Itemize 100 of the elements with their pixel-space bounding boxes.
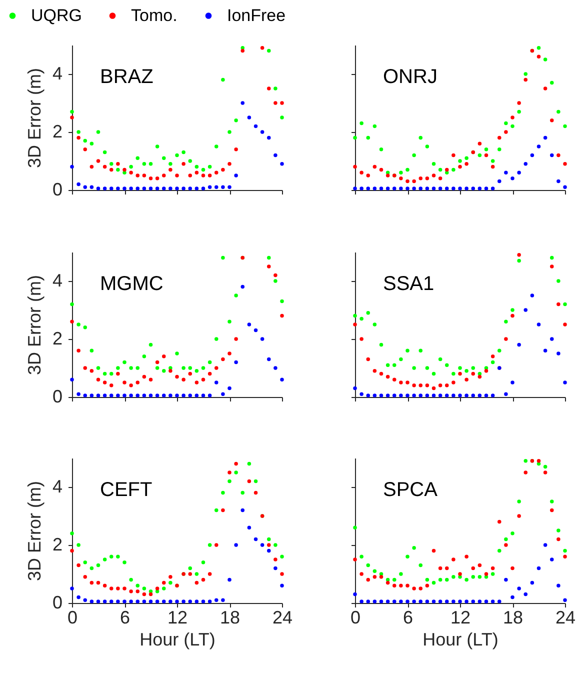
- point: [510, 566, 514, 570]
- point: [458, 572, 462, 576]
- point: [142, 592, 146, 596]
- point: [188, 394, 192, 398]
- point: [406, 380, 410, 384]
- point: [148, 162, 153, 166]
- point: [412, 546, 416, 550]
- point: [399, 380, 403, 384]
- point: [458, 394, 462, 398]
- point: [490, 566, 495, 570]
- point: [188, 372, 192, 376]
- point: [96, 130, 100, 134]
- point: [366, 136, 370, 140]
- point: [182, 366, 186, 370]
- point: [353, 136, 357, 140]
- point: [386, 600, 390, 604]
- point: [490, 186, 495, 190]
- x-tick-label: 6: [120, 608, 130, 628]
- point: [228, 479, 232, 484]
- point: [484, 153, 488, 158]
- point: [458, 366, 462, 370]
- point: [366, 174, 370, 178]
- point: [484, 600, 488, 604]
- point: [517, 514, 521, 518]
- y-tick-label: 0: [52, 180, 62, 200]
- point: [70, 586, 74, 590]
- point: [366, 563, 370, 568]
- point: [90, 566, 94, 570]
- point: [70, 302, 74, 306]
- point: [221, 490, 225, 495]
- point: [536, 54, 541, 58]
- point: [260, 46, 264, 50]
- x-tick-label: 12: [450, 608, 471, 628]
- point: [524, 592, 528, 596]
- point: [366, 186, 370, 190]
- point: [188, 600, 192, 604]
- point: [234, 360, 238, 364]
- point: [122, 394, 126, 398]
- point: [96, 366, 100, 370]
- point: [274, 273, 278, 278]
- point: [490, 164, 495, 169]
- point: [83, 326, 87, 330]
- point: [83, 148, 87, 152]
- point: [550, 256, 554, 260]
- point: [182, 150, 186, 154]
- point: [148, 342, 153, 347]
- point: [543, 543, 548, 547]
- point: [201, 174, 206, 178]
- point: [445, 394, 449, 398]
- point: [280, 101, 284, 105]
- point: [122, 168, 126, 172]
- point: [162, 156, 166, 160]
- point: [471, 394, 475, 398]
- annotation: MGMC: [100, 273, 164, 295]
- point: [155, 366, 160, 370]
- point: [214, 337, 218, 341]
- point: [116, 394, 120, 398]
- point: [498, 148, 502, 152]
- point: [438, 384, 442, 388]
- point: [142, 186, 146, 190]
- point: [445, 363, 449, 367]
- point: [182, 378, 186, 382]
- point: [517, 586, 521, 590]
- point: [406, 584, 410, 588]
- point: [399, 170, 403, 174]
- point: [228, 470, 232, 474]
- point: [96, 378, 100, 382]
- point: [490, 360, 495, 364]
- point: [478, 186, 482, 190]
- point: [406, 394, 410, 398]
- point: [194, 394, 199, 398]
- point: [504, 578, 508, 582]
- point: [379, 342, 384, 347]
- point: [471, 366, 475, 370]
- point: [412, 384, 416, 388]
- point: [386, 186, 390, 190]
- point: [116, 372, 120, 376]
- point: [524, 162, 528, 166]
- point: [162, 580, 166, 585]
- point: [175, 174, 179, 178]
- point: [116, 586, 120, 590]
- point: [194, 170, 199, 174]
- point: [155, 394, 160, 398]
- point: [116, 186, 120, 190]
- point: [208, 394, 212, 398]
- y-tick-label: 0: [52, 386, 62, 406]
- point: [392, 186, 396, 190]
- point: [372, 569, 377, 573]
- point: [563, 554, 567, 558]
- point: [478, 142, 482, 146]
- point: [83, 575, 87, 579]
- point: [182, 394, 186, 398]
- point: [379, 148, 384, 152]
- point: [556, 279, 560, 283]
- point: [267, 543, 271, 547]
- point: [556, 352, 560, 356]
- point: [129, 578, 133, 582]
- point: [214, 185, 218, 189]
- point: [372, 600, 377, 604]
- point: [510, 308, 514, 312]
